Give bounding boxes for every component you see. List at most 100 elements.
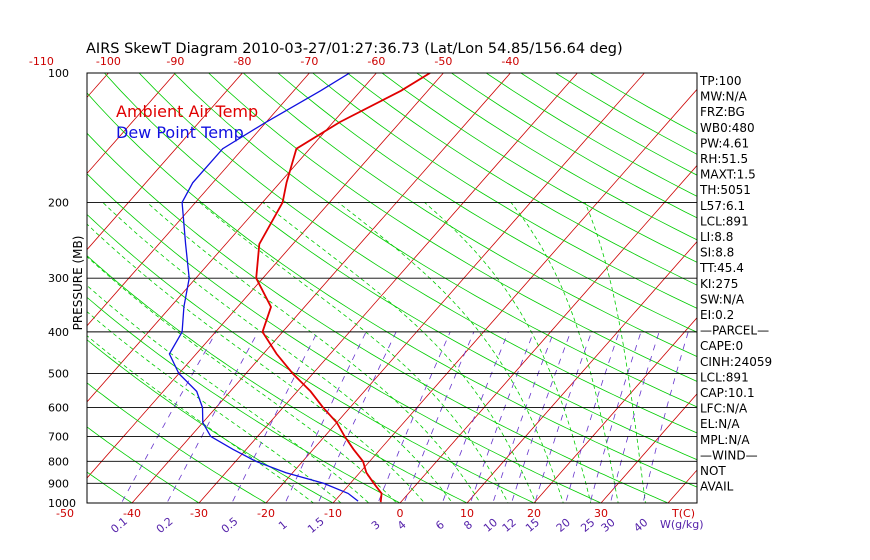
index-label: EL:N/A [700,417,740,431]
pressure-tick-label: 500 [48,368,69,381]
mixing-ratio-line [511,331,571,503]
mixing-ratio-line [166,331,259,503]
index-label: CINH:24059 [700,355,772,369]
index-label: LCL:891 [700,214,749,228]
isotherm-line [399,164,697,503]
mixing-ratio-line [609,331,660,503]
top-temp-tick-label: -80 [233,55,251,68]
top-temp-tick-label: -50 [434,55,452,68]
dry-adiabat-line [87,296,401,503]
legend: Ambient Air Temp Dew Point Temp [116,102,258,142]
dry-adiabat-line [87,426,200,503]
index-label: NOT [700,464,726,478]
mixing-ratio-line [469,331,535,503]
index-label: FRZ:BG [700,105,745,119]
bottom-temp-tick-label: -30 [190,507,208,520]
moist-adiabat-line [424,202,592,503]
index-label: KI:275 [700,277,738,291]
dry-adiabat-line [243,73,697,357]
isotherm-line [87,73,310,327]
isotherm-line [735,73,870,503]
dry-adiabat-line [87,173,602,503]
index-label: LI:8.8 [700,230,733,244]
dry-adiabat-line [312,73,697,309]
isotherm-line [466,241,697,503]
isotherm-line [0,73,41,503]
chart-title: AIRS SkewT Diagram 2010-03-27/01:27:36.7… [86,41,623,57]
mixing-ratio-tick-label: 12 [500,516,519,535]
top-temp-tick-label: -70 [300,55,318,68]
dry-adiabat-line [347,73,697,286]
mixing-ratio-tick-label: 8 [461,518,475,532]
dry-adiabat-line [87,471,133,503]
mixing-ratio-line [534,331,592,503]
dry-adiabat-line [416,73,697,241]
pressure-tick-label: 400 [48,326,69,339]
mixing-ratio-tick-label: 6 [433,518,447,532]
isotherm-line [87,73,176,175]
top-temp-tick-label: -40 [501,55,519,68]
isotherm-line [533,317,697,503]
pressure-tick-label: 700 [48,430,69,443]
dry-adiabat-line [173,73,697,408]
bottom-temp-tick-label: 0 [397,507,404,520]
mixing-ratio-tick-label: 0.2 [154,515,176,536]
mixing-ratio-unit: W(g/kg) [660,518,704,531]
dry-adiabat-line [208,73,697,382]
y-axis-label: PRESSURE (MB) [71,236,85,331]
pressure-tick-label: 100 [48,67,69,80]
mixing-ratio-line [589,331,642,503]
mixing-ratio-tick-label: 0.5 [219,515,241,536]
index-label: —PARCEL— [700,324,769,338]
dry-adiabat-line [381,73,697,263]
mixing-ratio-line [441,331,509,503]
legend-ambient-air-temp: Ambient Air Temp [116,102,258,121]
mixing-ratio-line [120,331,217,503]
ambient-air-temp-line [255,73,431,503]
bottom-temp-tick-label: 20 [527,507,541,520]
bottom-temp-tick-label: 10 [460,507,474,520]
isotherm-line [131,73,511,503]
index-label: MPL:N/A [700,433,750,447]
moist-adiabat-line [87,311,342,503]
mixing-ratio-tick-label: 40 [631,516,650,535]
mixing-ratio-line [403,331,475,503]
isotherm-line [600,393,697,503]
moist-adiabat-line [584,202,646,503]
bottom-temp-tick-label: -50 [56,507,74,520]
mixing-ratio-line [317,331,397,503]
dry-adiabat-line [87,132,669,503]
mixing-ratio-tick-label: 10 [481,516,500,535]
index-label: EI:0.2 [700,308,734,322]
index-label: L57:6.1 [700,199,745,213]
pressure-tick-label: 600 [48,402,69,415]
isotherm-line [802,73,870,503]
moist-adiabat-line [87,285,370,503]
moist-adiabat-line [262,202,537,503]
dry-adiabat-line [87,255,468,503]
dry-adiabat-line [87,92,697,488]
index-label: SW:N/A [700,292,745,306]
moist-adiabat-line [338,202,564,503]
index-label: WB0:480 [700,121,755,135]
index-label: AVAIL [700,480,734,494]
dry-adiabat-line [87,213,535,503]
mixing-ratio-line [284,331,367,503]
index-label: SI:8.8 [700,246,734,260]
index-label: LCL:891 [700,370,749,384]
legend-dew-point-temp: Dew Point Temp [116,123,244,142]
mixing-ratio-line [565,331,620,503]
index-label: PW:4.61 [700,136,749,150]
isotherm-line [332,88,697,503]
x-axis-label: T(C) [671,507,695,520]
index-label: LFC:N/A [700,402,748,416]
pressure-tick-label: 900 [48,477,69,490]
index-label: TH:5051 [699,183,751,197]
bottom-temp-tick-label: -20 [257,507,275,520]
index-label: CAP:10.1 [700,386,755,400]
index-label: TT:45.4 [699,261,744,275]
moist-adiabat-line [146,202,481,503]
isotherm-line [87,73,243,251]
pressure-tick-label: 800 [48,455,69,468]
